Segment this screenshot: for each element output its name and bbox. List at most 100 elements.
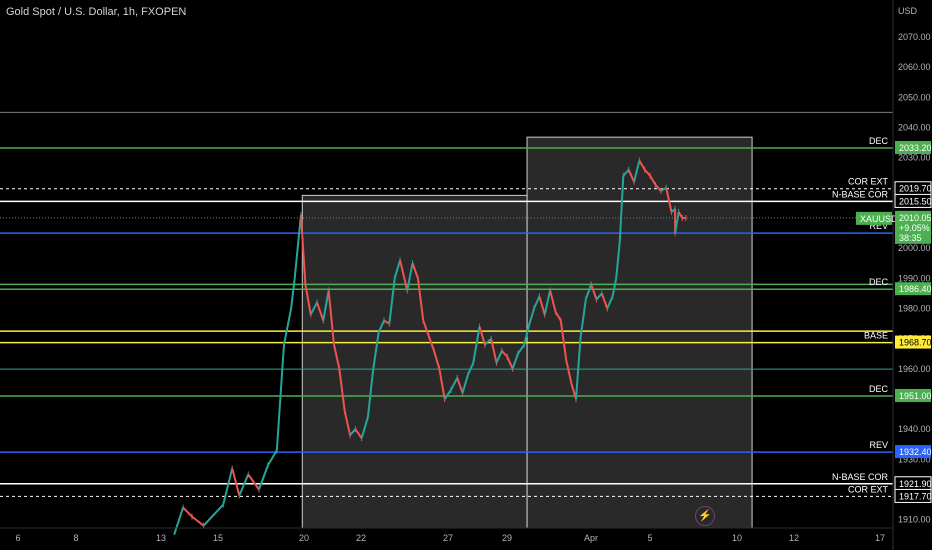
price-badge-text-13: 1921.90 <box>899 479 932 489</box>
price-segment-48 <box>484 337 492 346</box>
price-badge-text-11: 1951.00 <box>899 391 932 401</box>
level-label-7: DEC <box>869 277 889 287</box>
price-segment-60 <box>549 290 557 312</box>
price-segment-70 <box>600 293 609 309</box>
price-segment-61 <box>554 311 562 322</box>
price-segment-65 <box>574 338 582 400</box>
y-tick-1940: 1940.00 <box>898 424 931 434</box>
price-segment-17 <box>309 302 318 315</box>
level-label-11: DEC <box>869 384 889 394</box>
rectangle-drawing-2[interactable] <box>526 136 753 529</box>
price-segment-42 <box>450 377 459 391</box>
price-segment-35 <box>411 262 419 279</box>
lightning-bolt-icon[interactable]: ⚡ <box>695 506 715 526</box>
price-segment-32 <box>393 259 402 279</box>
rectangle-drawing-1[interactable] <box>301 194 528 529</box>
x-tick-0: 6 <box>15 533 20 543</box>
price-segment-3 <box>191 515 205 527</box>
price-segment-23 <box>343 410 352 436</box>
price-segment-80 <box>649 175 657 186</box>
level-label-9: BASE <box>864 331 888 341</box>
price-segment-9 <box>258 465 269 490</box>
price-segment-38 <box>427 335 435 352</box>
price-segment-29 <box>377 320 385 334</box>
price-badge-7 <box>895 282 931 296</box>
y-tick-2070: 2070.00 <box>898 32 931 42</box>
price-segment-66 <box>579 299 587 339</box>
price-segment-45 <box>467 362 475 376</box>
price-segment-87 <box>677 211 684 219</box>
price-segment-5 <box>222 468 234 505</box>
x-tick-4: 20 <box>299 533 309 543</box>
price-segment-11 <box>275 344 285 451</box>
price-badge-4 <box>894 193 932 208</box>
y-tick-1980: 1980.00 <box>898 304 931 314</box>
level-label-5: REV <box>869 221 888 231</box>
price-segment-44 <box>461 374 469 394</box>
price-segment-15 <box>299 214 307 285</box>
price-segment-31 <box>388 278 396 324</box>
price-segment-12 <box>282 308 293 345</box>
price-badge-text-12: 1932.40 <box>899 447 932 457</box>
price-segment-21 <box>333 344 341 370</box>
x-tick-12: 17 <box>875 533 885 543</box>
level-label-14: COR EXT <box>848 484 889 494</box>
price-segment-56 <box>527 308 535 327</box>
price-segment-83 <box>665 187 673 213</box>
price-segment-63 <box>565 359 573 385</box>
current-price-countdown: 38:35 <box>899 233 922 243</box>
price-segment-76 <box>627 169 635 183</box>
price-segment-77 <box>633 160 641 183</box>
y-tick-2040: 2040.00 <box>898 123 931 133</box>
price-segment-57 <box>533 296 541 309</box>
level-label-4: N-BASE COR <box>832 189 889 199</box>
price-segment-4 <box>202 503 224 527</box>
price-segment-16 <box>304 284 312 315</box>
price-segment-55 <box>523 326 530 345</box>
x-tick-8: Apr <box>584 533 598 543</box>
chart-title: Gold Spot / U.S. Dollar, 1h, FXOPEN <box>6 6 187 18</box>
price-badge-text-3: 2019.70 <box>899 184 932 194</box>
price-segment-78 <box>638 160 646 171</box>
price-segment-20 <box>327 290 335 345</box>
price-badge-text-9: 1968.70 <box>899 338 932 348</box>
ticker-badge-text: XAUUSD <box>860 214 898 224</box>
price-segment-33 <box>399 260 409 291</box>
current-price-change: +9.05% <box>899 223 930 233</box>
price-segment-40 <box>438 368 446 400</box>
price-badge-2 <box>895 141 931 155</box>
price-segment-72 <box>611 278 618 297</box>
price-segment-41 <box>443 389 452 400</box>
ticker-badge <box>856 211 892 225</box>
price-segment-52 <box>506 356 514 370</box>
price-segment-58 <box>538 296 546 315</box>
price-segment-19 <box>322 290 330 321</box>
price-badge-text-14: 1917.70 <box>899 491 932 501</box>
price-segment-13 <box>290 278 296 309</box>
price-segment-1 <box>173 507 185 536</box>
price-segment-47 <box>478 326 486 345</box>
price-segment-18 <box>316 302 325 321</box>
price-badge-14 <box>894 488 932 503</box>
current-price-value: 2010.05 <box>899 213 932 223</box>
price-segment-34 <box>406 263 414 291</box>
price-segment-74 <box>618 175 625 243</box>
price-segment-68 <box>590 284 598 300</box>
price-segment-50 <box>495 350 503 364</box>
level-label-13: N-BASE COR <box>832 472 889 482</box>
y-tick-1990: 1990.00 <box>898 273 931 283</box>
x-tick-7: 29 <box>502 533 512 543</box>
price-badge-text-4: 2015.50 <box>899 196 932 206</box>
x-tick-3: 15 <box>213 533 223 543</box>
y-tick-1930: 1930.00 <box>898 454 931 464</box>
price-segment-59 <box>543 290 552 315</box>
price-segment-86 <box>674 211 680 234</box>
price-segment-27 <box>366 368 375 418</box>
current-price-badge <box>895 210 931 244</box>
y-tick-2000: 2000.00 <box>898 243 931 253</box>
price-segment-71 <box>606 296 614 309</box>
price-segment-81 <box>654 184 662 192</box>
currency-label[interactable]: USD <box>898 6 918 16</box>
